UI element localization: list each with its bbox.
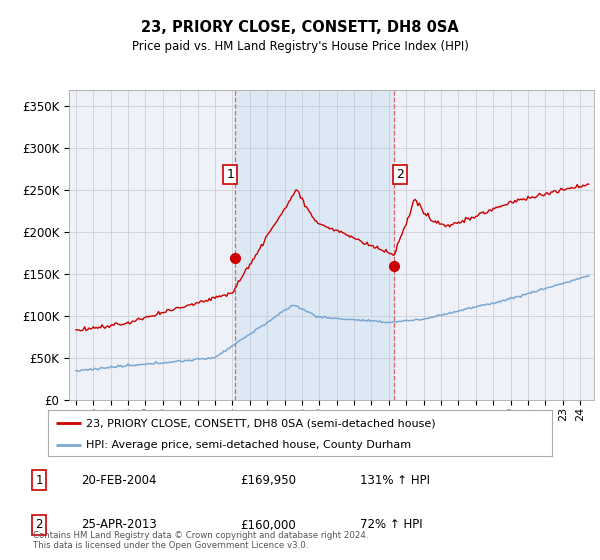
Text: 1: 1 — [226, 168, 234, 181]
Text: 131% ↑ HPI: 131% ↑ HPI — [360, 474, 430, 487]
Text: 2: 2 — [35, 519, 43, 531]
Text: 20-FEB-2004: 20-FEB-2004 — [81, 474, 157, 487]
Text: Price paid vs. HM Land Registry's House Price Index (HPI): Price paid vs. HM Land Registry's House … — [131, 40, 469, 53]
Text: 25-APR-2013: 25-APR-2013 — [81, 519, 157, 531]
Text: 72% ↑ HPI: 72% ↑ HPI — [360, 519, 422, 531]
Text: £169,950: £169,950 — [240, 474, 296, 487]
Text: 2: 2 — [396, 168, 404, 181]
Bar — [235, 90, 394, 400]
Text: 1: 1 — [35, 474, 43, 487]
Text: HPI: Average price, semi-detached house, County Durham: HPI: Average price, semi-detached house,… — [86, 440, 411, 450]
Text: Contains HM Land Registry data © Crown copyright and database right 2024.
This d: Contains HM Land Registry data © Crown c… — [33, 530, 368, 550]
Text: £160,000: £160,000 — [240, 519, 296, 531]
Text: 23, PRIORY CLOSE, CONSETT, DH8 0SA: 23, PRIORY CLOSE, CONSETT, DH8 0SA — [141, 20, 459, 35]
Text: 23, PRIORY CLOSE, CONSETT, DH8 0SA (semi-detached house): 23, PRIORY CLOSE, CONSETT, DH8 0SA (semi… — [86, 418, 436, 428]
